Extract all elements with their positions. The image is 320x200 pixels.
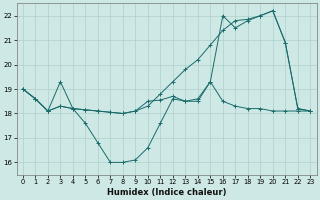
X-axis label: Humidex (Indice chaleur): Humidex (Indice chaleur) [107, 188, 226, 197]
